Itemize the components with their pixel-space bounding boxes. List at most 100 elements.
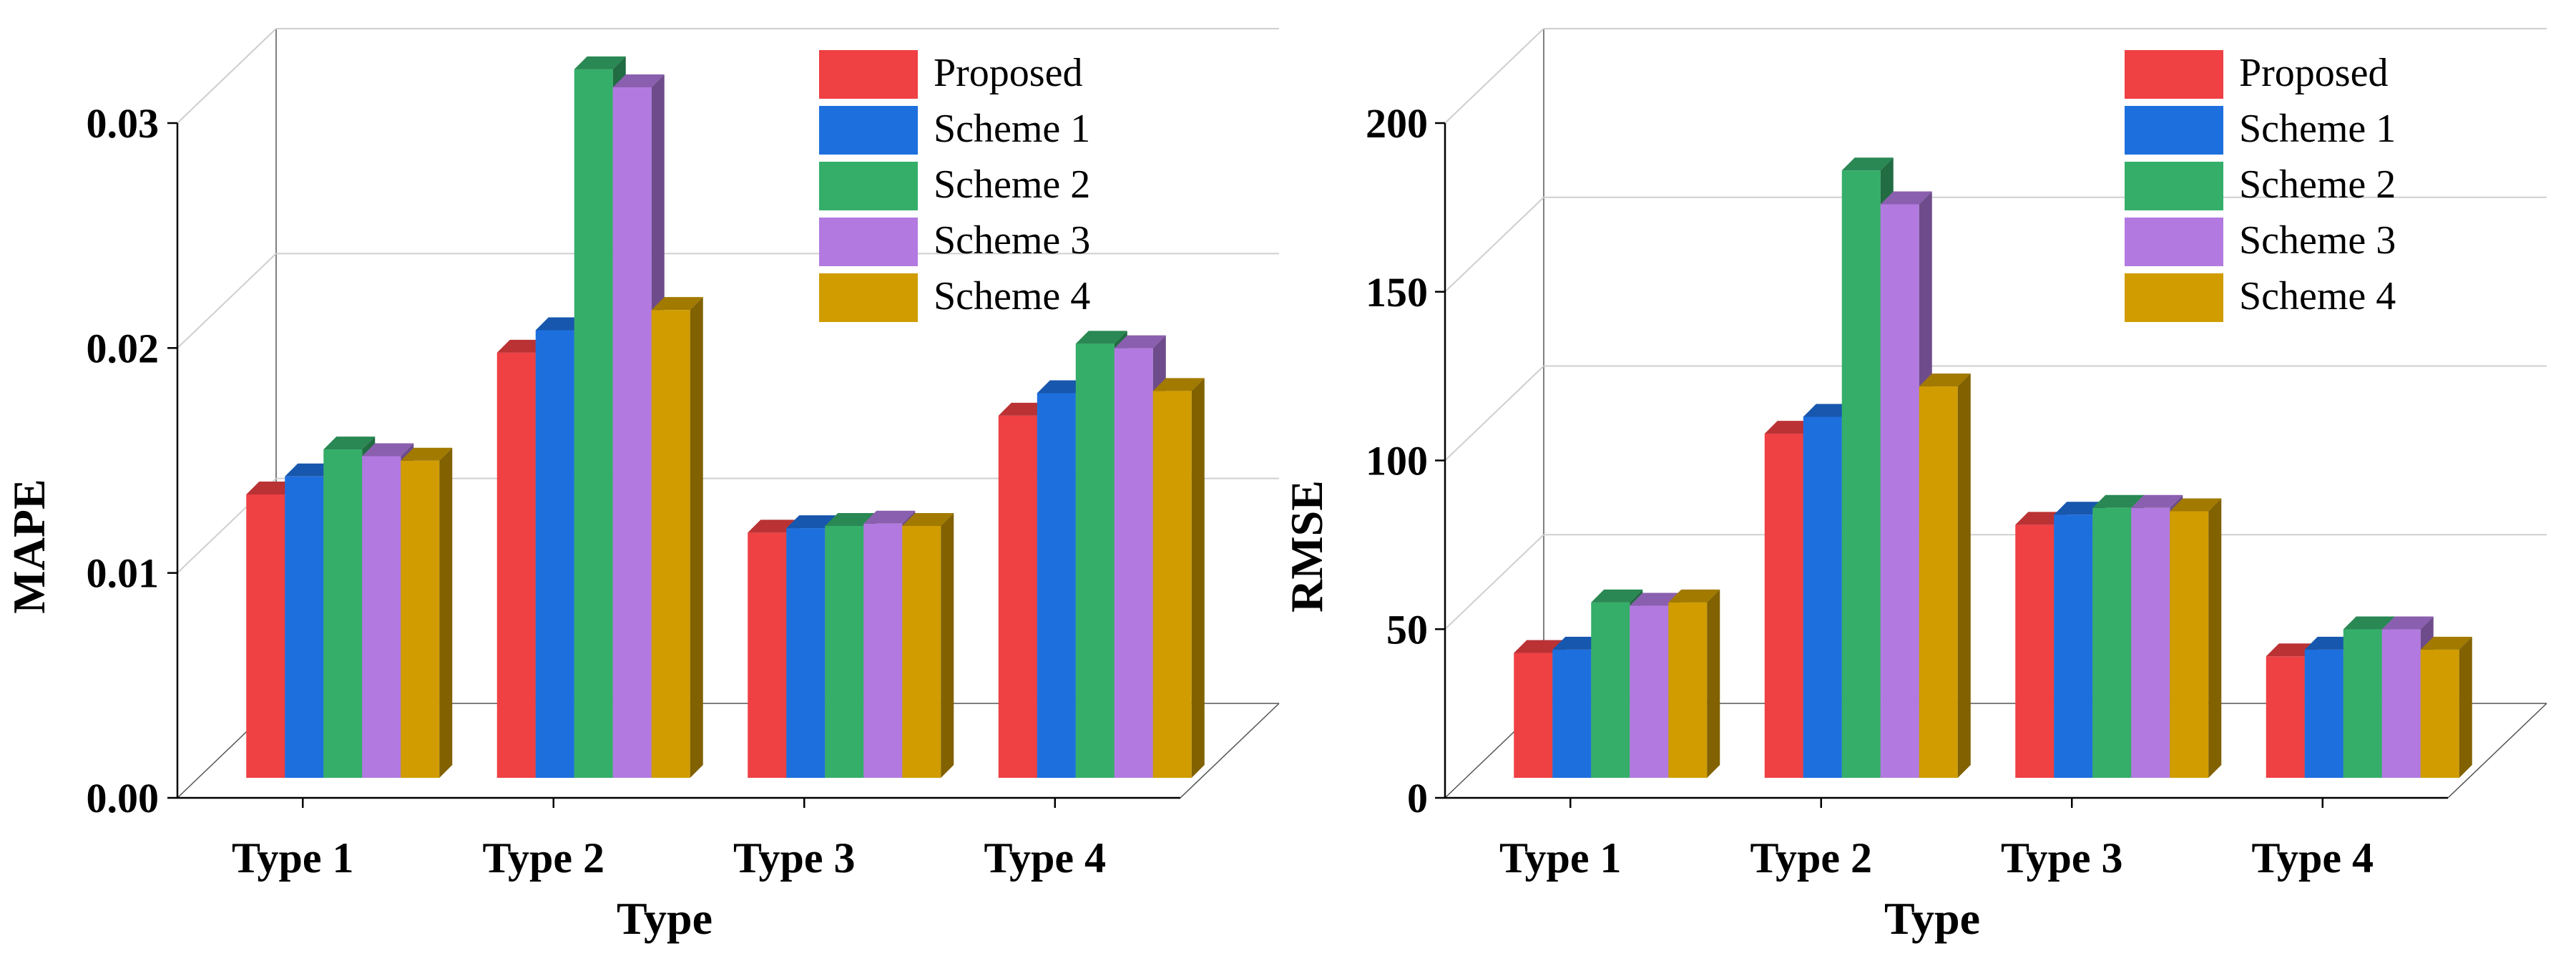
bar-side	[1707, 589, 1720, 778]
legend-swatch	[819, 106, 918, 155]
bar-scheme-3-type-2	[1880, 191, 1932, 778]
bar-side	[690, 297, 703, 779]
legend-label: Scheme 4	[2239, 274, 2396, 318]
legend-label: Scheme 4	[934, 274, 1090, 318]
y-tick-label: 0.02	[87, 325, 160, 371]
legend-swatch	[819, 162, 918, 210]
bar-front	[574, 69, 613, 779]
legend-swatch	[2125, 218, 2223, 266]
bar-side	[941, 512, 954, 778]
legend-label: Scheme 1	[934, 107, 1090, 151]
bar-front	[786, 528, 826, 778]
legend-item: Scheme 2	[2125, 162, 2396, 210]
legend-item: Scheme 2	[819, 162, 1090, 210]
legend-label: Scheme 3	[934, 218, 1090, 263]
legend-swatch	[2125, 50, 2223, 99]
bar-front	[401, 460, 440, 778]
legend: Proposed Scheme 1 Scheme 2 Scheme 3 Scheme 4	[2125, 50, 2396, 322]
legend: Proposed Scheme 1 Scheme 2 Scheme 3 Scheme 4	[819, 50, 1090, 322]
bar-top	[362, 443, 414, 457]
legend-label: Scheme 3	[2239, 218, 2396, 263]
y-tick-label: 0.00	[87, 775, 160, 821]
bar-top	[1152, 378, 1205, 391]
bar-scheme-4-type-1	[1668, 589, 1720, 778]
x-tick-label: Type 4	[984, 834, 1106, 882]
legend-swatch	[2125, 162, 2223, 210]
bar-side	[439, 447, 453, 778]
legend-label: Scheme 2	[2239, 162, 2396, 207]
bar-front	[902, 525, 941, 778]
gridlines	[1444, 28, 2547, 630]
y-tick-label: 100	[1366, 438, 1428, 484]
bar-front	[2266, 656, 2305, 778]
bar-top	[2343, 616, 2395, 630]
bar-front	[825, 525, 864, 778]
bar-top	[863, 510, 916, 524]
y-tick-label: 0.01	[87, 550, 160, 597]
legend-swatch	[819, 218, 918, 266]
bar-front	[1841, 170, 1881, 779]
bar-front	[1668, 602, 1708, 778]
bar-front	[863, 523, 903, 778]
bar-side	[2208, 498, 2222, 778]
bar-front	[323, 449, 363, 778]
x-tick-label: Type 1	[1499, 834, 1622, 882]
legend-item: Proposed	[2125, 50, 2388, 99]
bar-scheme-4-type-2	[1919, 374, 1971, 778]
bar-front	[651, 310, 690, 779]
gridline-side	[1444, 534, 1544, 630]
gridline-side	[177, 253, 277, 349]
bar-side	[1957, 374, 1971, 778]
axes: 0.00 0.01 0.02 0.03 Type 1 Type 2 Type 3 Type 4	[87, 100, 1180, 882]
bar-front	[1152, 391, 1192, 778]
legend-item: Scheme 3	[819, 218, 1090, 266]
bar-front	[285, 476, 324, 778]
legend-swatch	[819, 50, 918, 99]
legend-item: Scheme 1	[819, 106, 1090, 155]
y-axis-title: RMSE	[1281, 480, 1332, 613]
bar-top	[574, 56, 626, 69]
bar-front	[2343, 629, 2382, 778]
bar-front	[2381, 629, 2421, 778]
bar-front	[1552, 649, 1592, 778]
bar-front	[2170, 511, 2209, 778]
bar-top	[786, 515, 838, 529]
legend-label: Scheme 1	[2239, 107, 2396, 151]
bar-front	[1514, 653, 1553, 778]
bar-top	[2170, 498, 2222, 512]
x-axis-title: Type	[1884, 893, 1980, 944]
x-axis-title: Type	[617, 893, 712, 944]
bar-scheme-1-type-3	[786, 515, 838, 778]
bar-front	[1880, 204, 1919, 778]
bar-scheme-4-type-4	[2420, 636, 2472, 778]
legend-swatch	[819, 273, 918, 322]
bar-front	[2054, 514, 2093, 778]
bar-front	[748, 532, 787, 778]
bars	[246, 56, 1205, 779]
gridline-side	[1444, 197, 1544, 293]
bar-scheme-4-type-3	[902, 512, 954, 778]
axes: 0 50 100 150 200 Type 1 Type 2 Type 3 Type 4	[1366, 100, 2448, 882]
bar-scheme-4-type-3	[2170, 498, 2222, 778]
bar-front	[2015, 525, 2055, 778]
bar-front	[496, 352, 536, 778]
bar-top	[323, 436, 376, 450]
y-tick-label: 150	[1366, 269, 1428, 316]
x-tick-label: Type 3	[2001, 834, 2123, 882]
legend-item: Scheme 4	[819, 273, 1090, 322]
x-tick-label: Type 4	[2251, 834, 2374, 882]
bar-front	[2304, 649, 2344, 778]
bar-top	[1114, 335, 1166, 348]
bar-scheme-4-type-4	[1152, 378, 1205, 778]
bar-scheme-4-type-2	[651, 297, 703, 779]
legend-swatch	[2125, 273, 2223, 322]
y-tick-label: 50	[1386, 606, 1428, 653]
bar-top	[2092, 494, 2145, 508]
gridline-side	[1444, 28, 1544, 124]
bar-front	[2092, 507, 2132, 778]
legend-item: Scheme 1	[2125, 106, 2396, 155]
legend-label: Scheme 2	[934, 162, 1090, 207]
bar-front	[362, 456, 401, 778]
legend-item: Proposed	[819, 50, 1082, 99]
